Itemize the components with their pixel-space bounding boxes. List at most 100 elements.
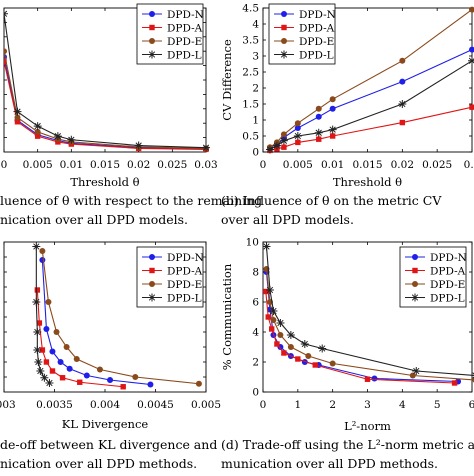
x-tick-label: 0	[260, 399, 267, 411]
data-point-dpd-n	[57, 359, 64, 365]
caption-d-line2: munication over all DPD methods.	[221, 456, 438, 471]
data-point-dpd-l	[33, 328, 42, 336]
data-point-dpd-a	[316, 136, 322, 142]
x-tick-label: 0.01	[321, 159, 344, 171]
data-point-dpd-l	[67, 135, 76, 144]
legend-label: DPD-L	[299, 49, 334, 61]
x-tick-label: 0.0045	[137, 399, 174, 411]
data-point-dpd-l	[53, 132, 62, 141]
data-point-dpd-l	[33, 122, 42, 131]
legend-label: DPD-N	[430, 252, 467, 264]
data-point-dpd-n	[469, 46, 474, 53]
y-tick-label: 3	[252, 51, 259, 63]
legend-label: DPD-A	[167, 265, 203, 277]
data-point-dpd-e	[14, 114, 21, 121]
data-point-dpd-l	[293, 132, 302, 140]
series-line-dpd-n	[41, 259, 151, 386]
data-point-dpd-a	[4, 58, 7, 64]
legend-marker	[412, 267, 418, 274]
legend-label: DPD-L	[430, 292, 465, 304]
data-point-dpd-l	[32, 242, 41, 251]
x-tick-label: 1	[294, 399, 301, 411]
data-point-dpd-l	[32, 298, 41, 306]
series-group-c	[32, 242, 202, 390]
data-point-dpd-l	[45, 379, 54, 387]
legend-label: DPD-E	[299, 36, 334, 48]
data-point-dpd-a	[36, 320, 43, 326]
x-tick-label: 0.02	[127, 159, 150, 171]
legend-marker	[412, 254, 418, 260]
data-point-dpd-a	[281, 144, 287, 150]
data-point-dpd-e	[53, 329, 60, 335]
data-point-dpd-a	[263, 288, 269, 295]
series-group-d	[263, 242, 474, 386]
data-point-dpd-n	[329, 105, 336, 112]
legend-label: DPD-N	[299, 9, 336, 21]
data-point-dpd-e	[305, 353, 312, 359]
x-tick-label: 0	[1, 159, 8, 171]
data-point-dpd-l	[36, 367, 45, 375]
data-point-dpd-l	[4, 9, 8, 18]
x-tick-label: 0.015	[90, 159, 120, 171]
data-point-dpd-e	[277, 332, 284, 338]
x-tick-label: 0.03	[194, 159, 217, 171]
data-point-dpd-a	[43, 359, 50, 365]
data-point-dpd-a	[34, 287, 41, 293]
chart-d: 0 1 2 3 4 5 6 0 2 4 6 8 10 L²-norm % Communication DPD-…	[220, 237, 474, 433]
data-point-dpd-l	[272, 141, 281, 150]
legend-marker	[281, 11, 287, 17]
data-point-dpd-n	[49, 348, 56, 355]
chart-b: 0 0.005 0.01 0.015 0.02 0.025 0.0 0 0.5 1 1.5 2 2.5 3…	[220, 3, 474, 189]
x-tick-label: 0.015	[352, 159, 382, 171]
data-point-dpd-l	[33, 346, 42, 354]
x-tick-label: 0.005	[283, 159, 313, 171]
data-point-dpd-e	[287, 344, 294, 350]
data-point-dpd-a	[295, 139, 301, 146]
legend-label: DPD-A	[430, 265, 466, 277]
x-tick-label: 5	[434, 399, 441, 411]
series-line-dpd-a	[4, 61, 207, 150]
data-point-dpd-n	[399, 78, 406, 85]
data-point-dpd-n	[107, 377, 114, 383]
legend-marker	[149, 24, 155, 31]
data-point-dpd-e	[469, 6, 474, 13]
legend-marker	[149, 267, 155, 274]
x-tick-label: 0.01	[60, 159, 83, 171]
series-group-a	[4, 9, 210, 153]
legend-marker	[281, 24, 287, 31]
y-axis-label: % Communication	[220, 263, 234, 370]
data-point-dpd-l	[412, 367, 421, 375]
x-tick-label: 4	[399, 399, 406, 411]
legend-label: DPD-N	[167, 252, 204, 264]
legend-label: DPD-E	[167, 36, 202, 48]
y-tick-label: 4	[252, 327, 259, 339]
data-point-dpd-e	[315, 105, 322, 112]
y-tick-label: 8	[252, 267, 259, 279]
legend-marker	[412, 281, 418, 287]
data-point-dpd-l	[265, 145, 274, 154]
data-point-dpd-n	[43, 326, 50, 332]
data-point-dpd-a	[399, 119, 406, 126]
x-tick-label: 3	[364, 399, 371, 411]
data-point-dpd-a	[77, 379, 83, 385]
caption-b-line2: over all DPD models.	[221, 212, 354, 227]
legend-label: DPD-N	[167, 9, 204, 21]
caption-c-line2: nication over all DPD methods.	[0, 456, 198, 471]
data-point-dpd-e	[4, 48, 7, 55]
data-point-dpd-a	[329, 133, 336, 139]
data-point-dpd-e	[270, 317, 277, 323]
data-point-dpd-e	[329, 96, 336, 103]
data-point-dpd-l	[314, 128, 323, 137]
x-axis-label: L²-norm	[344, 419, 391, 433]
data-point-dpd-n	[39, 257, 46, 263]
y-tick-label: 0	[252, 147, 259, 159]
x-tick-label: 0.004	[90, 399, 120, 411]
legend-marker	[281, 38, 287, 44]
data-point-dpd-e	[96, 366, 103, 373]
data-point-dpd-l	[276, 319, 285, 327]
caption-a-line1: luence of θ with respect to the remainin…	[0, 193, 263, 208]
caption-b-line1: (b) Influence of θ on the metric CV	[221, 193, 442, 208]
x-tick-label: 0.0035	[36, 399, 73, 411]
legend-label: DPD-L	[167, 292, 202, 304]
